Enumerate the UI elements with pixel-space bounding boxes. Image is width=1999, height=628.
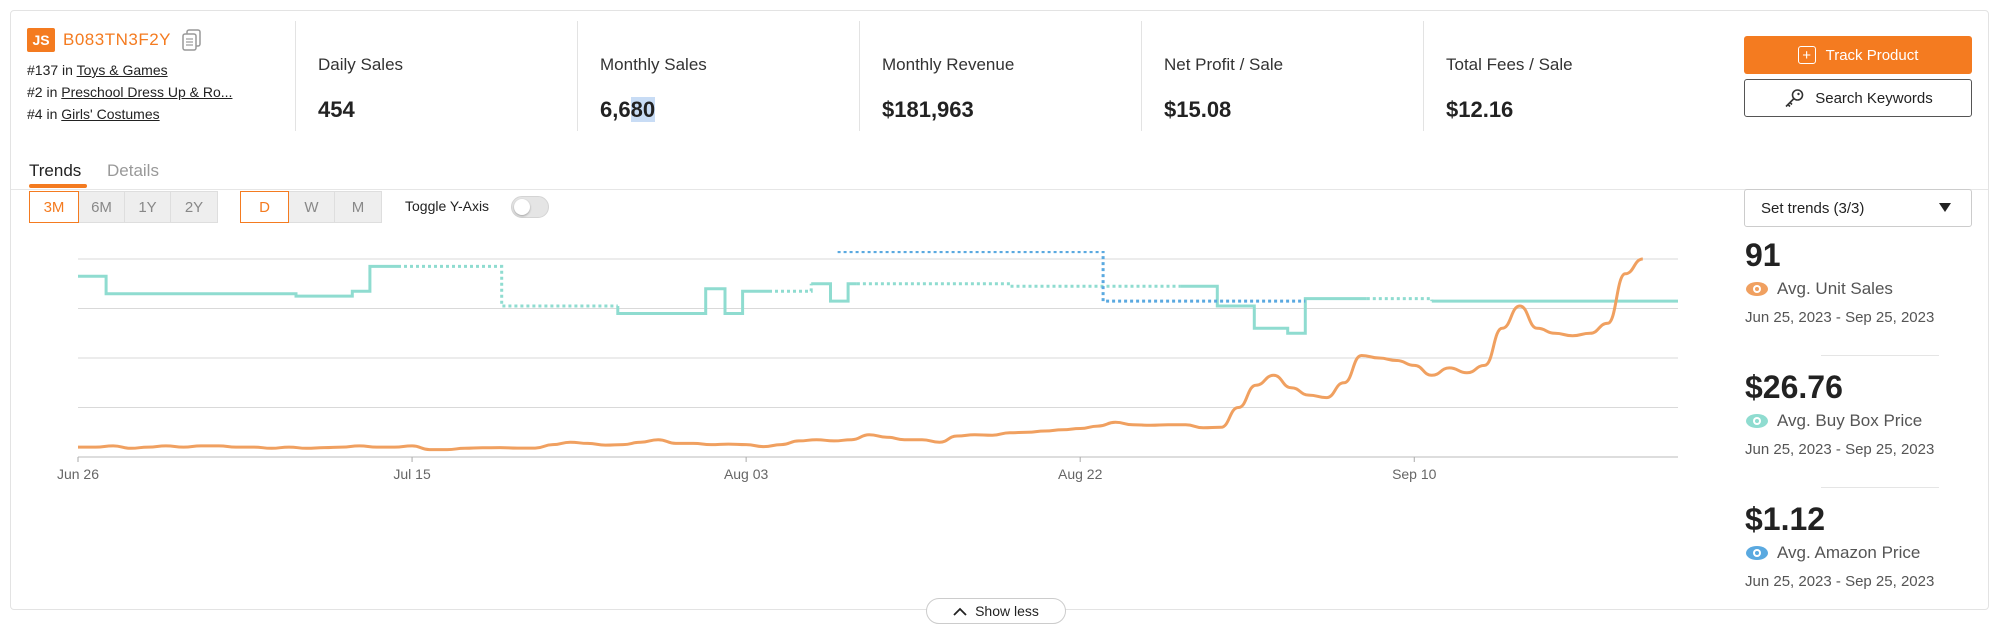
stat-daily-sales: Daily Sales 454 bbox=[295, 21, 577, 131]
stat-net-profit: Net Profit / Sale $15.08 bbox=[1141, 21, 1423, 131]
range-6m-button[interactable]: 6M bbox=[78, 191, 125, 223]
js-logo: JS bbox=[27, 28, 55, 52]
plus-icon: + bbox=[1797, 46, 1816, 64]
range-2y-button[interactable]: 2Y bbox=[170, 191, 218, 223]
caret-down-icon bbox=[1939, 203, 1951, 212]
eye-icon[interactable] bbox=[1745, 545, 1769, 561]
toggle-y-axis-label: Toggle Y-Axis bbox=[405, 198, 490, 214]
interval-day-button[interactable]: D bbox=[240, 191, 289, 223]
summary-buy-box-price: $26.76 Avg. Buy Box Price Jun 25, 2023 -… bbox=[1745, 369, 1935, 458]
range-selector: 3M 6M 1Y 2Y bbox=[29, 191, 218, 223]
asin-link[interactable]: B083TN3F2Y bbox=[63, 30, 171, 49]
x-tick-label: Jul 15 bbox=[393, 466, 431, 482]
buy-box-price-line bbox=[616, 287, 769, 315]
category-link-toys[interactable]: Toys & Games bbox=[76, 62, 168, 78]
eye-icon[interactable] bbox=[1745, 281, 1769, 297]
rank-line: #137 in Toys & Games bbox=[27, 62, 168, 78]
copy-icon[interactable] bbox=[181, 28, 203, 52]
buy-box-price-line bbox=[811, 282, 857, 303]
rank-line: #2 in Preschool Dress Up & Ro... bbox=[27, 84, 233, 100]
summary-divider bbox=[1821, 355, 1939, 356]
buy-box-price-line bbox=[1180, 284, 1367, 335]
buy-box-price-line bbox=[398, 264, 618, 308]
toggle-y-axis-switch[interactable] bbox=[511, 196, 549, 218]
stat-monthly-revenue: Monthly Revenue $181,963 bbox=[859, 21, 1141, 131]
key-icon bbox=[1785, 89, 1804, 108]
show-less-button[interactable]: Show less bbox=[926, 598, 1066, 624]
eye-icon[interactable] bbox=[1745, 413, 1769, 429]
set-trends-dropdown[interactable]: Set trends (3/3) bbox=[1744, 189, 1972, 227]
tab-trends[interactable]: Trends bbox=[29, 161, 82, 180]
tab-details[interactable]: Details bbox=[107, 161, 159, 180]
active-tab-indicator bbox=[29, 184, 87, 188]
stat-monthly-sales: Monthly Sales 6,680 bbox=[577, 21, 859, 131]
x-tick-label: Aug 03 bbox=[724, 466, 769, 482]
x-tick-label: Jun 26 bbox=[57, 466, 99, 482]
buy-box-price-line bbox=[769, 283, 813, 293]
summary-amazon-price: $1.12 Avg. Amazon Price Jun 25, 2023 - S… bbox=[1745, 501, 1935, 590]
tab-divider bbox=[11, 189, 1988, 190]
x-tick-label: Sep 10 bbox=[1392, 466, 1437, 482]
search-keywords-button[interactable]: Search Keywords bbox=[1744, 79, 1972, 117]
toggle-knob bbox=[514, 199, 530, 215]
stat-total-fees: Total Fees / Sale $12.16 bbox=[1423, 21, 1705, 131]
chevron-up-icon bbox=[953, 607, 967, 616]
trends-chart: Jun 26 Jul 15 Aug 03 Aug 22 Sep 10 bbox=[57, 251, 1678, 482]
product-info: JS B083TN3F2Y #137 in Toys & Games #2 in… bbox=[27, 27, 287, 125]
category-link-girls-costumes[interactable]: Girls' Costumes bbox=[61, 106, 160, 122]
buy-box-price-line bbox=[856, 282, 1181, 288]
range-3m-button[interactable]: 3M bbox=[29, 191, 79, 223]
rank-line: #4 in Girls' Costumes bbox=[27, 106, 160, 122]
track-product-button[interactable]: + Track Product bbox=[1744, 36, 1972, 74]
product-card: JS B083TN3F2Y #137 in Toys & Games #2 in… bbox=[10, 10, 1989, 624]
range-1y-button[interactable]: 1Y bbox=[124, 191, 171, 223]
interval-week-button[interactable]: W bbox=[288, 191, 335, 223]
summary-unit-sales: 91 Avg. Unit Sales Jun 25, 2023 - Sep 25… bbox=[1745, 237, 1935, 326]
interval-selector: D W M bbox=[240, 191, 382, 223]
amazon-price-line bbox=[837, 251, 1306, 303]
summary-divider bbox=[1821, 487, 1939, 488]
x-tick-label: Aug 22 bbox=[1058, 466, 1103, 482]
buy-box-price-line bbox=[78, 264, 398, 298]
category-link-preschool[interactable]: Preschool Dress Up & Ro... bbox=[61, 84, 233, 100]
buy-box-price-line bbox=[1366, 297, 1434, 302]
selected-text: 80 bbox=[630, 97, 656, 122]
unit-sales-line bbox=[78, 257, 1644, 452]
interval-month-button[interactable]: M bbox=[334, 191, 382, 223]
